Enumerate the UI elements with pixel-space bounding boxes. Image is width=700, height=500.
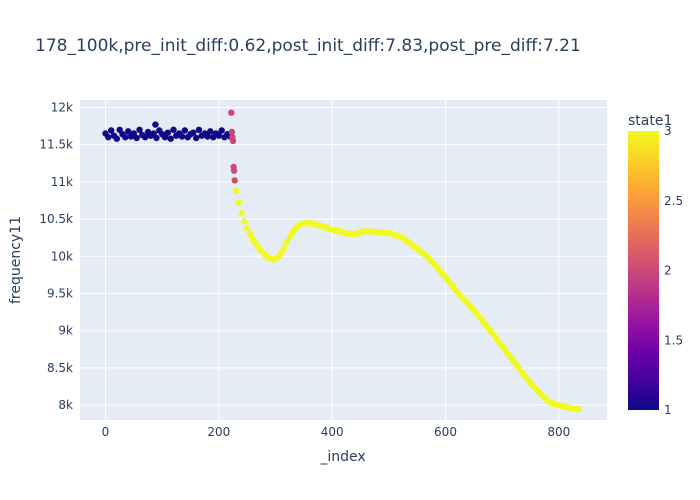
x-tick-label: 400	[321, 425, 344, 439]
x-tick-label: 600	[434, 425, 457, 439]
y-tick-label: 12k	[51, 100, 73, 114]
y-tick-labels: 8k 8.5k 9k 9.5k 10k 10.5k 11k 11.5k 12k	[39, 100, 73, 412]
data-point	[218, 127, 225, 134]
chart-title: 178_100k,pre_init_diff:0.62,post_init_di…	[35, 36, 581, 56]
x-tick-label: 0	[102, 425, 110, 439]
data-point	[152, 121, 159, 128]
colorbar	[628, 131, 659, 410]
data-point	[229, 137, 237, 145]
y-tick-label: 8.5k	[47, 361, 73, 375]
data-point	[207, 128, 214, 135]
data-point	[235, 199, 242, 206]
y-tick-label: 10k	[51, 249, 73, 263]
data-point	[232, 187, 239, 194]
data-point	[195, 126, 203, 133]
y-tick-label: 9k	[58, 324, 73, 338]
data-point	[142, 134, 149, 141]
data-point	[228, 128, 236, 136]
data-point	[170, 126, 177, 133]
y-tick-label: 11k	[51, 175, 73, 189]
y-gridlines	[80, 106, 607, 406]
y-tick-label: 8k	[58, 398, 73, 412]
data-point	[181, 127, 188, 134]
x-gridlines	[105, 100, 560, 420]
data-point	[167, 135, 174, 142]
data-point	[193, 134, 200, 142]
data-point	[241, 218, 248, 225]
colorbar-tick-label: 1	[664, 403, 672, 417]
data-point	[122, 134, 129, 141]
data-points	[102, 109, 582, 413]
data-point	[204, 133, 211, 140]
data-point	[244, 224, 251, 232]
plot-area	[80, 100, 607, 420]
colorbar-tick-labels: 1 1.5 2 2.5 3	[664, 124, 683, 417]
x-axis-title: _index	[319, 449, 365, 465]
y-tick-label: 11.5k	[39, 138, 73, 152]
data-point	[178, 133, 186, 140]
x-tick-label: 200	[207, 425, 230, 439]
y-axis-title: frequency11	[8, 216, 24, 304]
data-point	[125, 128, 132, 135]
data-point	[228, 109, 235, 116]
x-tick-labels: 0 200 400 600 800	[102, 425, 571, 439]
x-tick-label: 800	[547, 425, 570, 439]
data-point	[246, 230, 254, 238]
data-point	[190, 129, 197, 136]
colorbar-tick-label: 1.5	[664, 333, 683, 347]
data-point	[164, 129, 171, 136]
data-point	[280, 244, 288, 252]
y-tick-label: 10.5k	[39, 212, 73, 226]
data-point	[133, 134, 140, 142]
data-point	[283, 238, 290, 246]
data-point	[215, 132, 222, 139]
data-point	[108, 127, 115, 134]
data-point	[105, 134, 112, 141]
data-point	[238, 209, 245, 217]
colorbar-tick-label: 2	[664, 264, 672, 278]
data-point	[136, 126, 143, 133]
colorbar-tick-label: 3	[664, 124, 672, 138]
colorbar-tick-label: 2.5	[664, 194, 683, 208]
data-point	[231, 177, 238, 184]
data-point	[153, 134, 160, 142]
y-tick-label: 9.5k	[47, 286, 73, 300]
data-point	[575, 406, 582, 413]
data-point	[230, 167, 238, 174]
data-point	[278, 250, 285, 257]
data-point	[113, 135, 121, 142]
colorbar-title: state1	[628, 113, 672, 129]
